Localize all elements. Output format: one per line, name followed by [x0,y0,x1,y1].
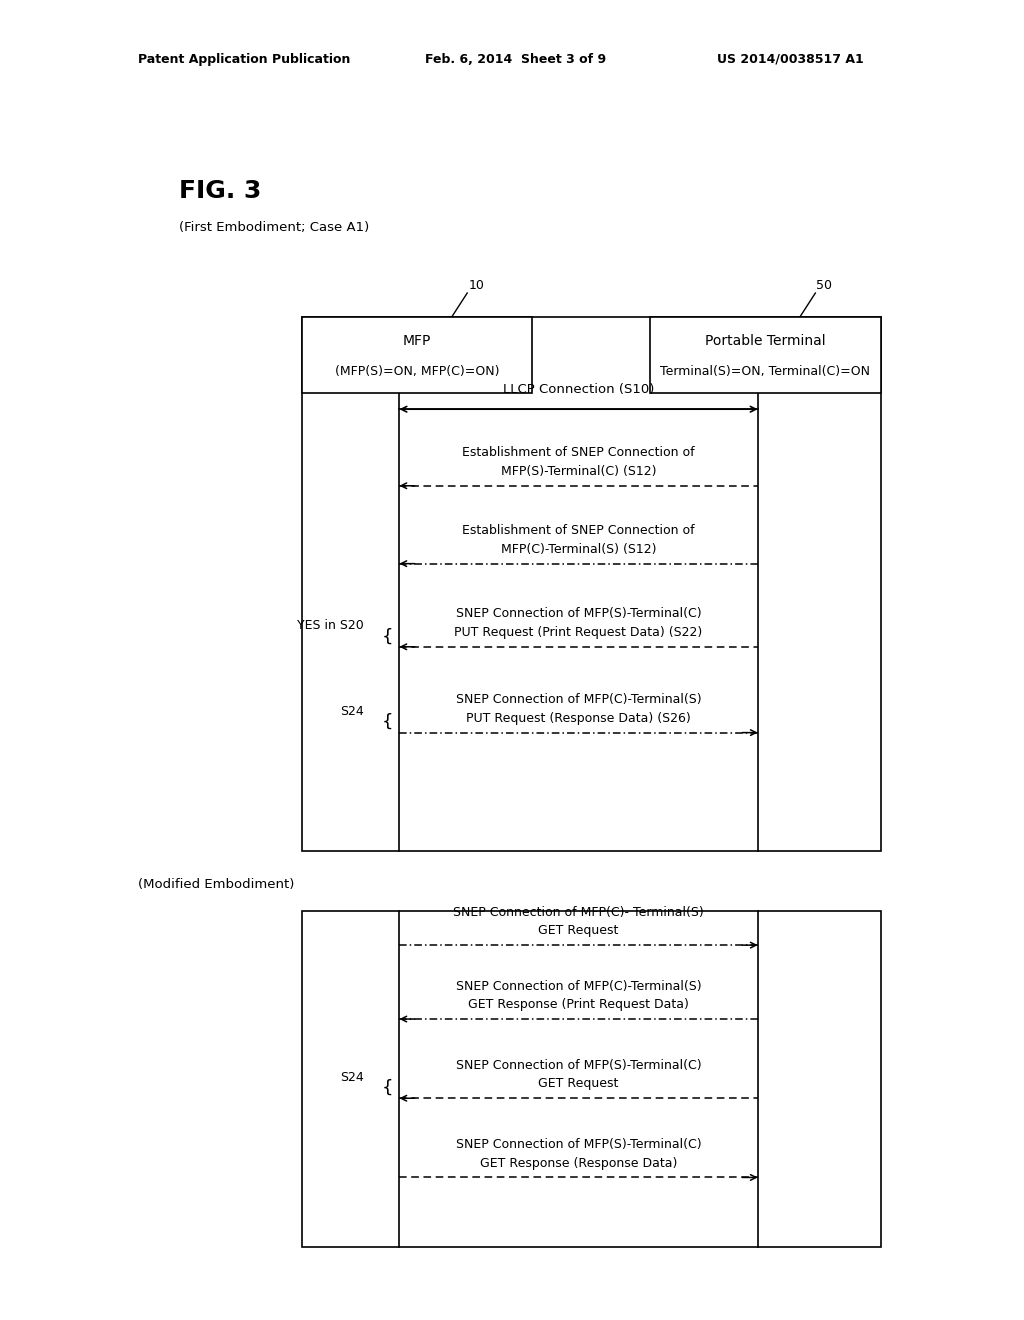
Text: Portable Terminal: Portable Terminal [706,334,825,348]
Bar [650,317,881,393]
Text: (Modified Embodiment): (Modified Embodiment) [138,878,295,891]
Text: GET Request: GET Request [539,1077,618,1090]
Bar [302,317,532,393]
Text: GET Response (Response Data): GET Response (Response Data) [480,1156,677,1170]
Text: Establishment of SNEP Connection of: Establishment of SNEP Connection of [462,524,695,537]
Text: Feb. 6, 2014  Sheet 3 of 9: Feb. 6, 2014 Sheet 3 of 9 [425,53,606,66]
Text: PUT Request (Print Request Data) (S22): PUT Request (Print Request Data) (S22) [455,626,702,639]
Text: LLCP Connection (S10): LLCP Connection (S10) [503,383,654,396]
Bar [302,911,881,1247]
Bar [302,317,881,851]
Text: S24: S24 [340,1071,364,1084]
Text: GET Response (Print Request Data): GET Response (Print Request Data) [468,998,689,1011]
Text: {: { [381,1078,393,1097]
Text: US 2014/0038517 A1: US 2014/0038517 A1 [717,53,863,66]
Text: SNEP Connection of MFP(C)-Terminal(S): SNEP Connection of MFP(C)-Terminal(S) [456,693,701,706]
Text: MFP(S)-Terminal(C) (S12): MFP(S)-Terminal(C) (S12) [501,465,656,478]
Text: SNEP Connection of MFP(C)-Terminal(S): SNEP Connection of MFP(C)-Terminal(S) [456,979,701,993]
Text: YES in S20: YES in S20 [297,619,364,632]
Text: PUT Request (Response Data) (S26): PUT Request (Response Data) (S26) [466,711,691,725]
Text: {: { [381,627,393,645]
Text: FIG. 3: FIG. 3 [179,180,261,203]
Text: MFP: MFP [403,334,431,348]
Text: MFP(C)-Terminal(S) (S12): MFP(C)-Terminal(S) (S12) [501,543,656,556]
Text: 10: 10 [468,279,484,292]
Text: Terminal(S)=ON, Terminal(C)=ON: Terminal(S)=ON, Terminal(C)=ON [660,366,870,379]
Text: 50: 50 [816,279,833,292]
Text: S24: S24 [340,705,364,718]
Text: GET Request: GET Request [539,924,618,937]
Text: Establishment of SNEP Connection of: Establishment of SNEP Connection of [462,446,695,459]
Text: (First Embodiment; Case A1): (First Embodiment; Case A1) [179,220,370,234]
Text: SNEP Connection of MFP(C)- Terminal(S): SNEP Connection of MFP(C)- Terminal(S) [454,906,703,919]
Text: {: { [381,713,393,731]
Text: Patent Application Publication: Patent Application Publication [138,53,350,66]
Text: SNEP Connection of MFP(S)-Terminal(C): SNEP Connection of MFP(S)-Terminal(C) [456,607,701,620]
Text: SNEP Connection of MFP(S)-Terminal(C): SNEP Connection of MFP(S)-Terminal(C) [456,1138,701,1151]
Text: (MFP(S)=ON, MFP(C)=ON): (MFP(S)=ON, MFP(C)=ON) [335,366,500,379]
Text: SNEP Connection of MFP(S)-Terminal(C): SNEP Connection of MFP(S)-Terminal(C) [456,1059,701,1072]
